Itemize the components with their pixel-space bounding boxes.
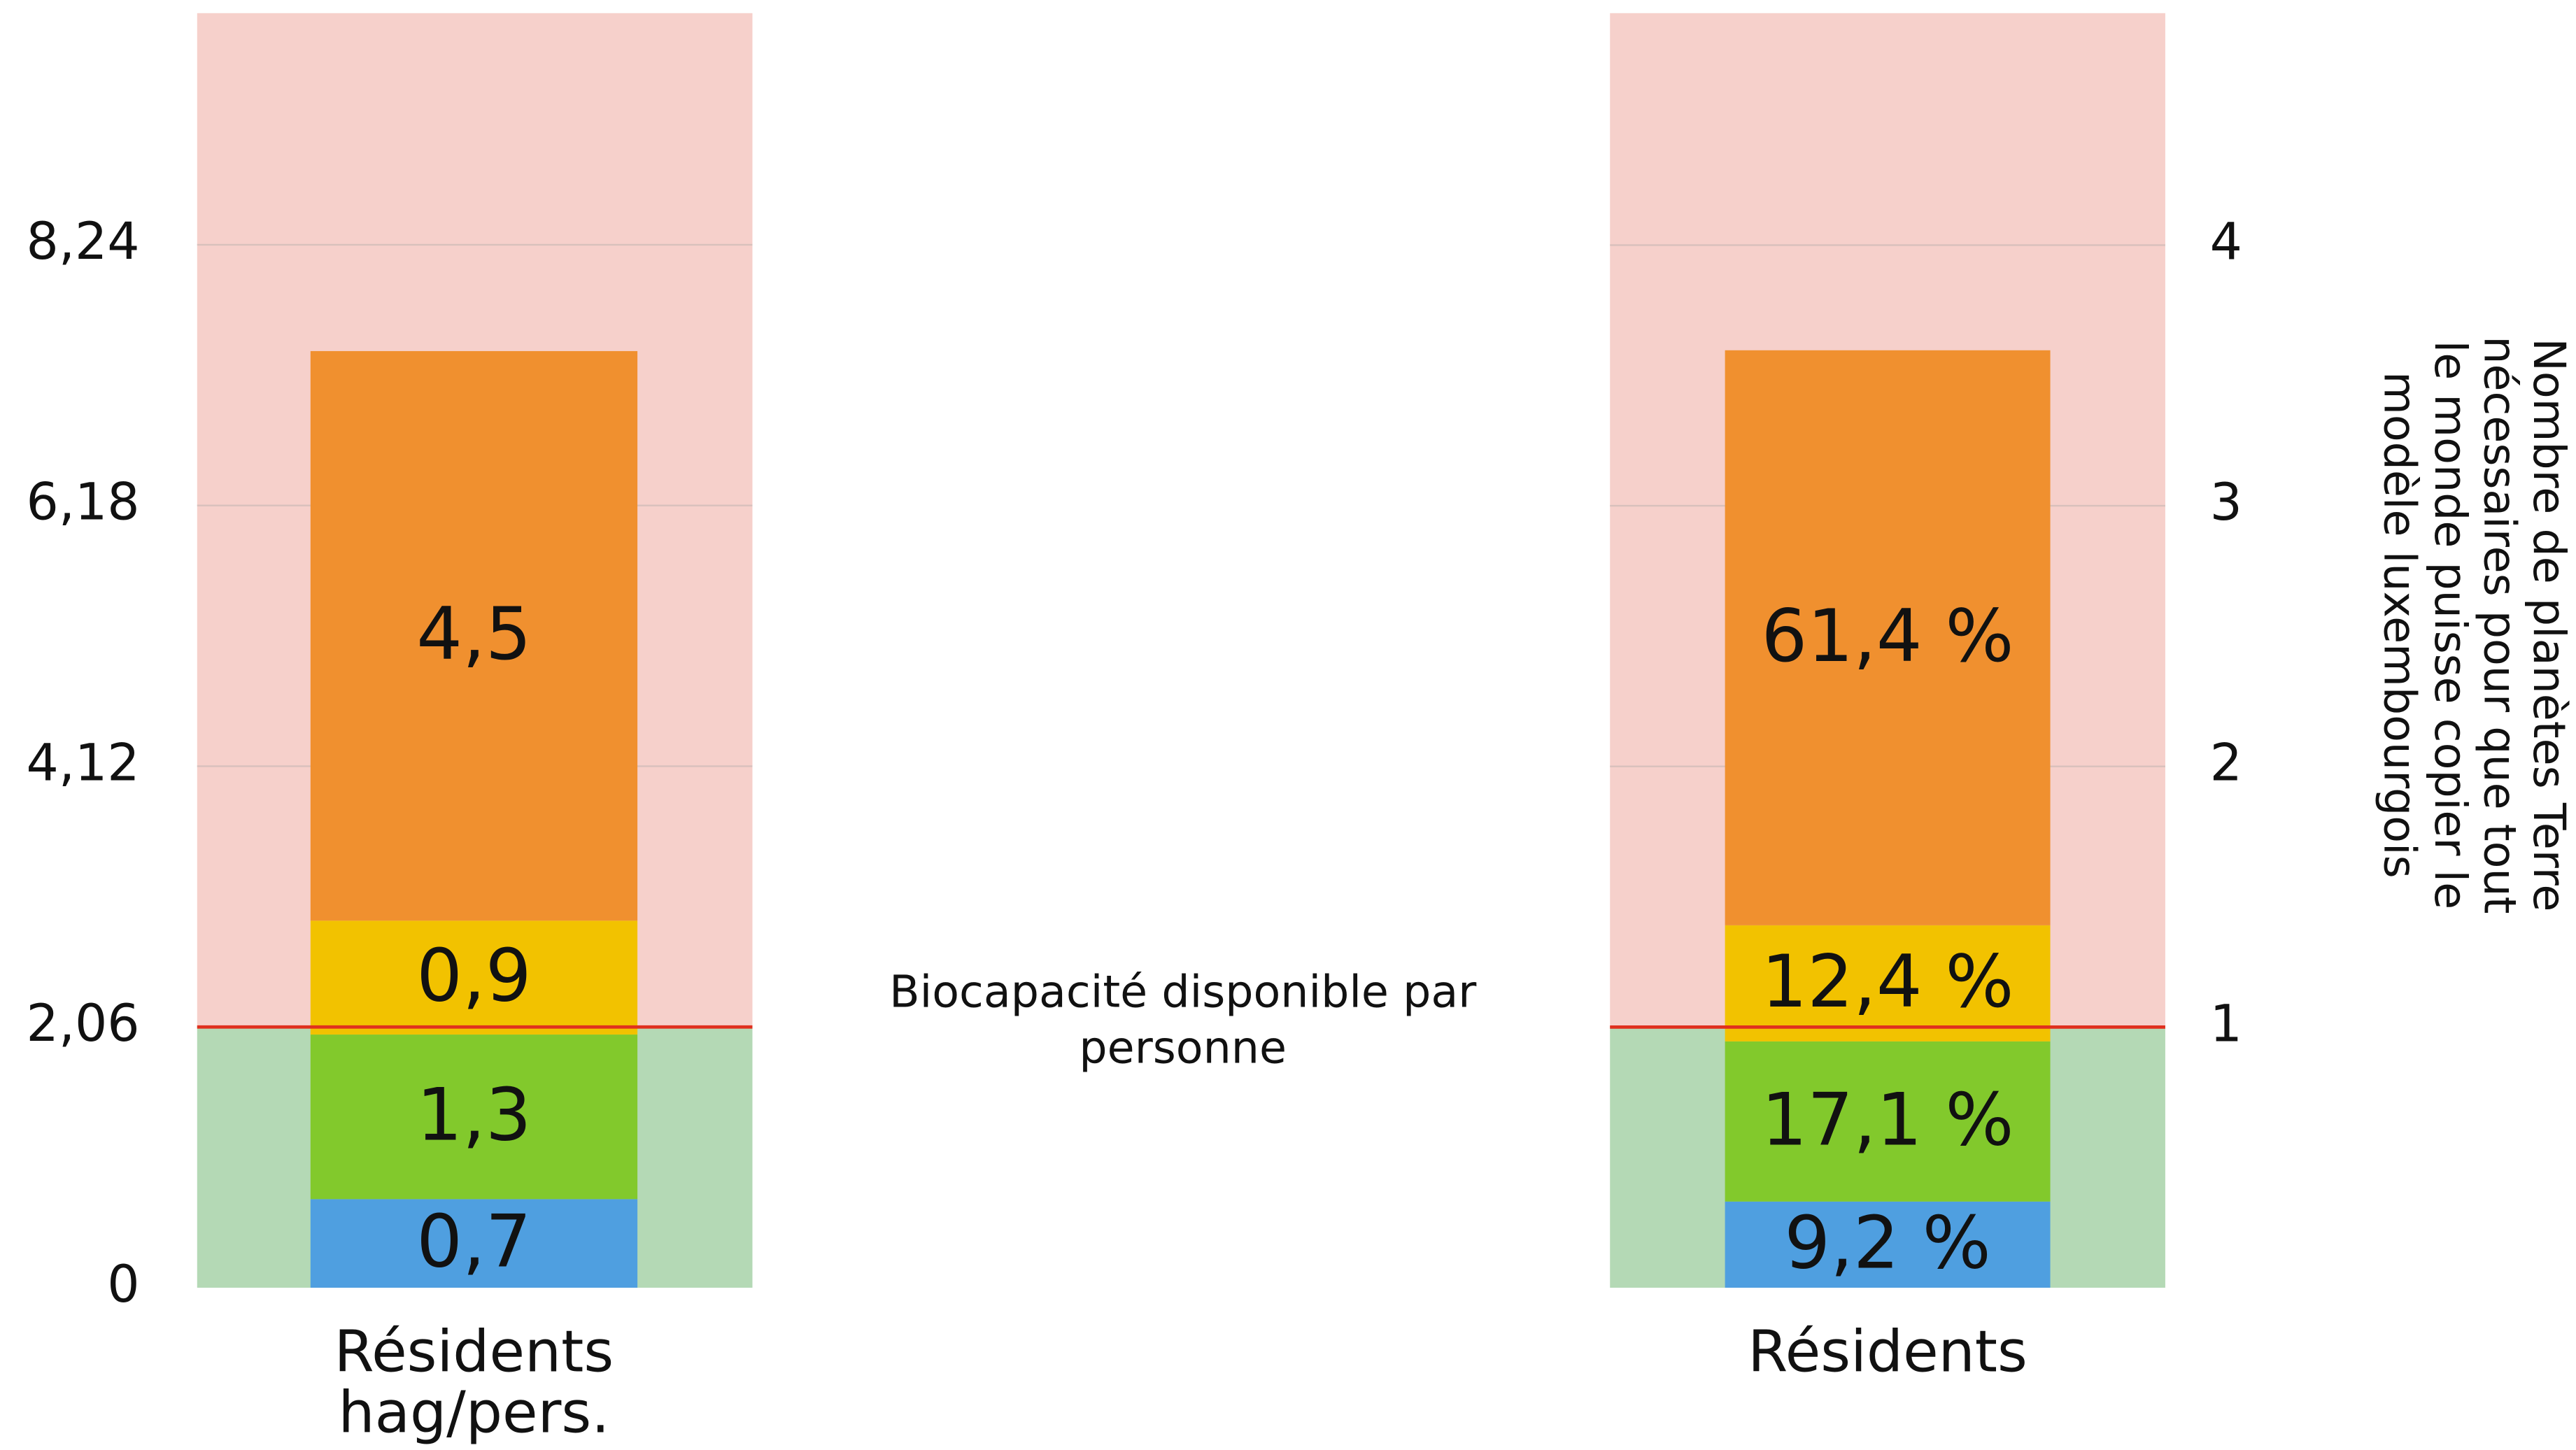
- data-label: 61,4 %: [1762, 595, 2014, 678]
- data-label: 4,5: [416, 592, 531, 676]
- bar-segment: [1725, 350, 2051, 925]
- y-tick-label: 2,06: [27, 994, 140, 1053]
- bar-segment: [1725, 925, 2051, 1042]
- bar-segment: [1725, 1041, 2051, 1202]
- data-label: 0,9: [416, 934, 531, 1018]
- y2-axis-label: Nombre de planètes Terre nécessaires pou…: [2373, 336, 2574, 914]
- x-tick-label: Résidents hag/pers.: [334, 1320, 614, 1447]
- y-tick-label: 3: [2210, 473, 2242, 532]
- x-tick-label: Résidents: [1748, 1320, 2027, 1386]
- y-tick-label: 2: [2210, 734, 2242, 793]
- y-tick-label: 6,18: [27, 473, 140, 532]
- data-label: 12,4 %: [1762, 940, 2014, 1024]
- y-tick-label: 0: [107, 1255, 139, 1314]
- bar-segment: [310, 1199, 638, 1288]
- bar-segment: [310, 921, 638, 1035]
- bar-segment: [310, 350, 638, 921]
- bar-segment: [310, 1035, 638, 1200]
- y-tick-label: 4,12: [27, 733, 140, 792]
- y-tick-label: 1: [2210, 994, 2242, 1053]
- annotation: Biocapacité disponible par personne: [889, 967, 1477, 1074]
- data-label: 17,1 %: [1762, 1078, 2014, 1162]
- bar-segment: [1725, 1201, 2051, 1288]
- y-tick-label: 8,24: [27, 212, 140, 271]
- y-tick-label: 4: [2210, 212, 2242, 271]
- data-label: 1,3: [416, 1074, 531, 1158]
- data-label: 9,2 %: [1784, 1201, 1990, 1285]
- data-label: 0,7: [416, 1200, 531, 1284]
